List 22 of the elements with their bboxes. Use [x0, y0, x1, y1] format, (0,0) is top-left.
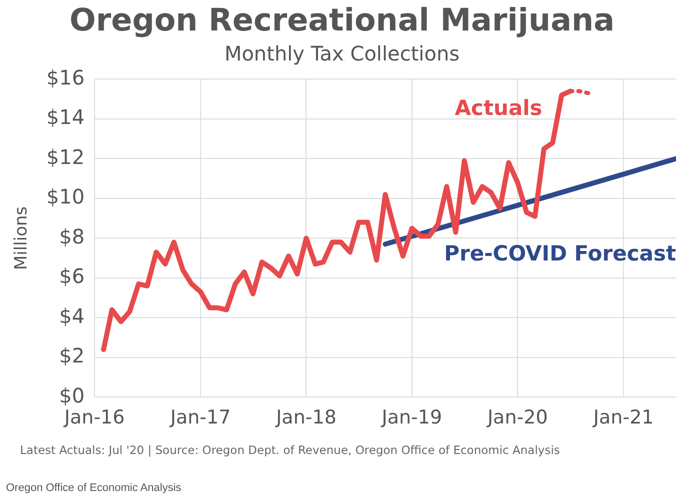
y-axis-title: Millions: [12, 206, 32, 270]
x-tick-label: Jan-20: [486, 406, 548, 429]
y-tick-label: $2: [59, 344, 85, 368]
x-tick-label: Jan-17: [169, 406, 231, 429]
text: Latest Actuals: Jul '20 | Source: Oregon Dept. of Revenue, Oregon Office of Economic Analysis: [20, 443, 560, 457]
x-tick-label: Jan-16: [63, 406, 125, 429]
y-tick-label: $10: [46, 184, 85, 209]
x-tick-label: Jan-18: [275, 406, 336, 429]
chart-subtitle: Monthly Tax Collections: [224, 41, 460, 66]
y-tick-label: $6: [59, 264, 85, 288]
y-tick-label: $16: [46, 65, 85, 90]
y-tick-label: $0: [59, 383, 85, 408]
series-label: Pre-COVID Forecast: [444, 242, 676, 266]
text: Oregon Office of Economic Analysis: [6, 482, 182, 494]
y-tick-label: $8: [59, 224, 85, 248]
x-tick-label: Jan-19: [380, 406, 442, 429]
y-tick-label: $12: [46, 144, 85, 169]
y-tick-label: $14: [46, 105, 85, 130]
chart-title: Oregon Recreational Marijuana: [70, 2, 614, 39]
x-tick-label: Jan-21: [592, 406, 654, 429]
y-tick-label: $4: [59, 304, 85, 328]
series-label: Actuals: [454, 96, 542, 120]
